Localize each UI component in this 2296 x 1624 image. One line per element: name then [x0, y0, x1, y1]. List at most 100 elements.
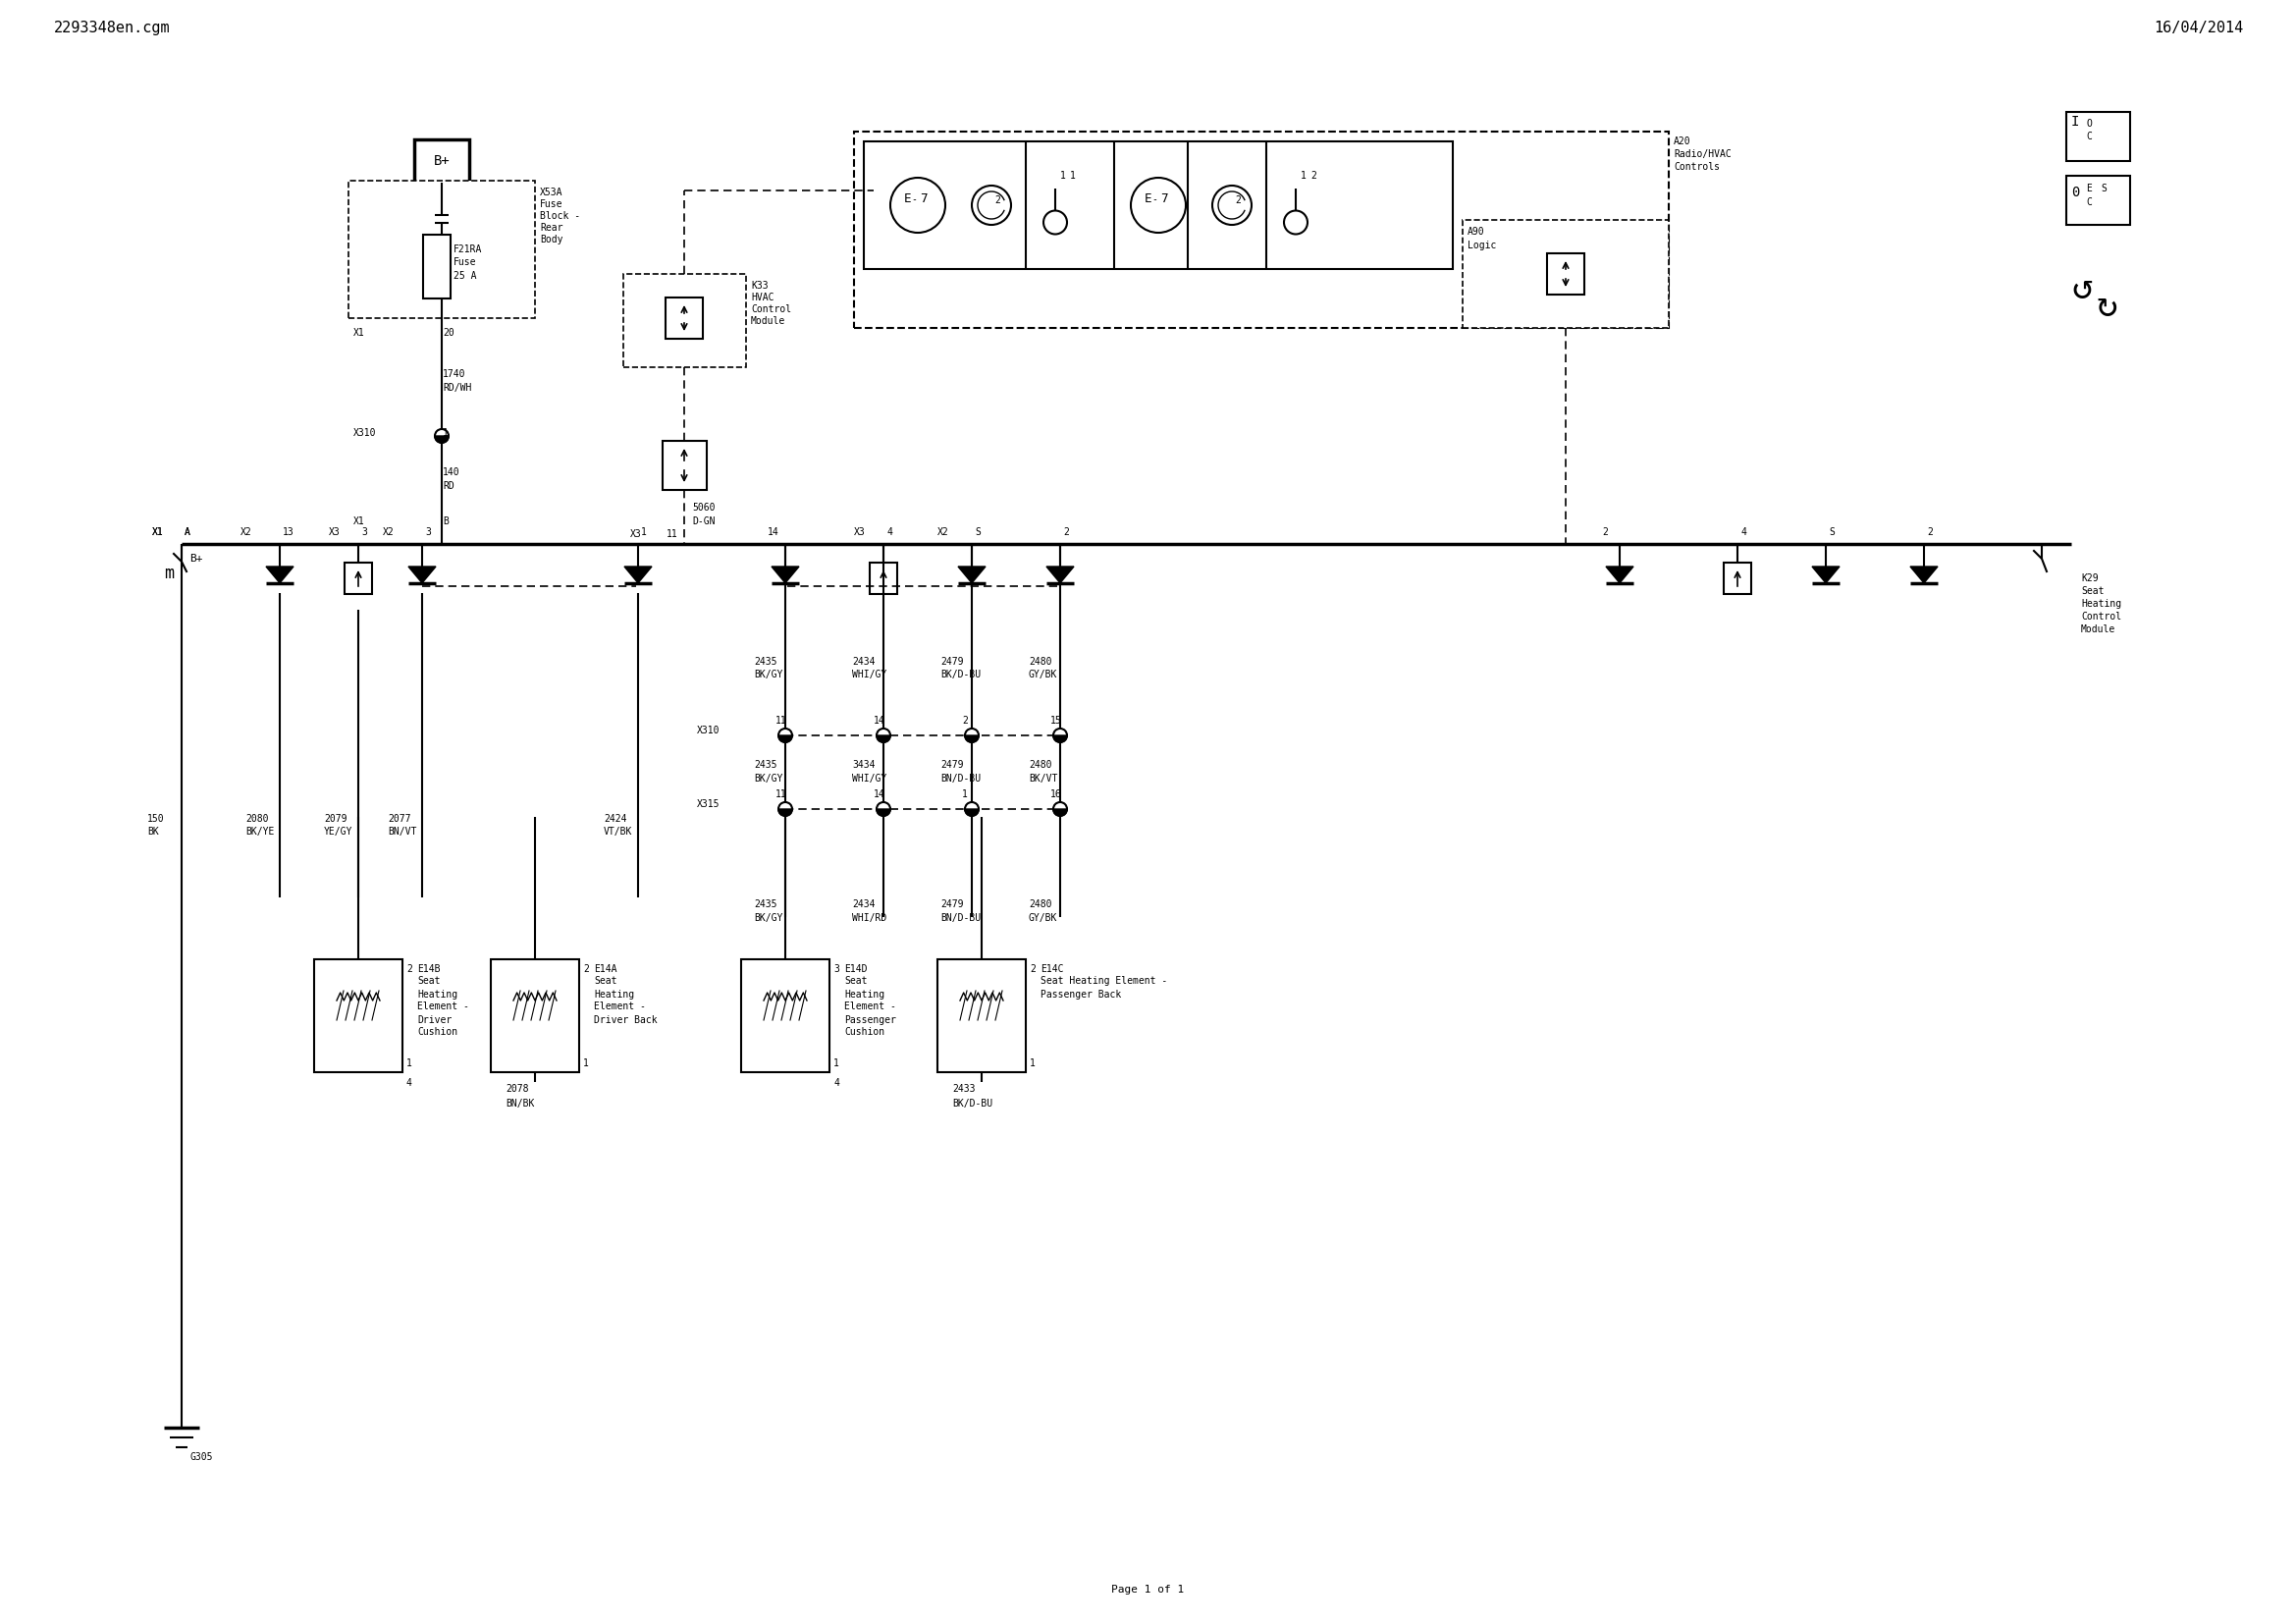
Text: E: E	[1146, 193, 1153, 206]
Text: Controls: Controls	[1674, 162, 1720, 172]
Text: E: E	[905, 193, 912, 206]
Text: 14: 14	[875, 789, 886, 799]
Text: 4: 4	[406, 1078, 413, 1088]
Text: 2293348en.cgm: 2293348en.cgm	[55, 21, 170, 36]
Text: 4: 4	[886, 528, 893, 538]
Text: E14A: E14A	[595, 963, 618, 973]
Text: 140: 140	[443, 468, 459, 477]
Text: 16/04/2014: 16/04/2014	[2154, 21, 2243, 36]
Polygon shape	[1054, 809, 1068, 815]
Circle shape	[964, 802, 978, 815]
Text: 14: 14	[875, 716, 886, 726]
Text: Heating: Heating	[418, 989, 457, 999]
Text: Logic: Logic	[1467, 240, 1497, 250]
Text: BN/D-BU: BN/D-BU	[941, 913, 980, 922]
Circle shape	[1132, 177, 1185, 232]
Text: 2: 2	[1926, 528, 1933, 538]
Text: 2424: 2424	[604, 814, 627, 823]
Text: S: S	[976, 528, 980, 538]
Text: 3434: 3434	[852, 760, 875, 770]
Polygon shape	[771, 567, 799, 583]
Text: 2433: 2433	[953, 1085, 976, 1095]
Text: 2435: 2435	[753, 760, 776, 770]
Text: X315: X315	[698, 799, 721, 809]
Text: Body: Body	[540, 234, 563, 245]
Text: 11: 11	[776, 789, 788, 799]
Text: 16: 16	[1049, 789, 1061, 799]
Text: 5060: 5060	[691, 502, 714, 512]
Text: 1: 1	[1300, 172, 1306, 182]
Bar	[1724, 562, 1752, 594]
Text: X1: X1	[152, 528, 163, 538]
Circle shape	[971, 185, 1010, 224]
Text: X1: X1	[152, 528, 163, 538]
Text: X3: X3	[854, 528, 866, 538]
Text: X310: X310	[698, 726, 721, 736]
Bar	[937, 958, 1026, 1072]
Text: E14B: E14B	[418, 963, 441, 973]
Text: 25 A: 25 A	[455, 271, 478, 281]
Polygon shape	[1047, 567, 1075, 583]
Circle shape	[1212, 185, 1251, 224]
Text: 4: 4	[1740, 528, 1747, 538]
Text: BN/VT: BN/VT	[388, 827, 416, 836]
Text: B: B	[443, 516, 448, 526]
Text: Control: Control	[751, 304, 792, 313]
Text: BK/YE: BK/YE	[246, 827, 273, 836]
Text: 2079: 2079	[324, 814, 347, 823]
Text: X53A: X53A	[540, 187, 563, 198]
Text: X310: X310	[354, 429, 377, 438]
Polygon shape	[877, 809, 891, 815]
Text: X1: X1	[354, 516, 365, 526]
Circle shape	[778, 802, 792, 815]
Text: 2435: 2435	[753, 900, 776, 909]
Text: 2: 2	[1029, 963, 1035, 973]
Text: ↻: ↻	[2096, 289, 2117, 323]
Circle shape	[1054, 802, 1068, 815]
Text: BK/GY: BK/GY	[753, 669, 783, 679]
Bar	[315, 958, 402, 1072]
Text: C: C	[2087, 132, 2092, 141]
Text: 1: 1	[962, 789, 967, 799]
Polygon shape	[778, 736, 792, 742]
Bar	[854, 132, 1669, 328]
Text: 20: 20	[443, 328, 455, 338]
Text: Cushion: Cushion	[418, 1028, 457, 1038]
Text: Seat: Seat	[2080, 586, 2103, 596]
Text: X3: X3	[328, 528, 340, 538]
Text: BN/D-BU: BN/D-BU	[941, 773, 980, 783]
Text: Module: Module	[751, 317, 785, 326]
Text: 2479: 2479	[941, 900, 964, 909]
Text: HVAC: HVAC	[751, 292, 774, 302]
Text: BK/GY: BK/GY	[753, 773, 783, 783]
Polygon shape	[778, 809, 792, 815]
Text: 3: 3	[425, 528, 432, 538]
Text: I: I	[2071, 115, 2080, 128]
Text: X2: X2	[383, 528, 395, 538]
Text: VT/BK: VT/BK	[604, 827, 631, 836]
Text: 2480: 2480	[1029, 760, 1052, 770]
Text: RD: RD	[443, 481, 455, 490]
Text: 2480: 2480	[1029, 656, 1052, 667]
Text: YE/GY: YE/GY	[324, 827, 354, 836]
Text: 2434: 2434	[852, 656, 875, 667]
Text: 1740: 1740	[443, 369, 466, 378]
Bar	[422, 234, 450, 299]
Text: E14D: E14D	[845, 963, 868, 973]
Text: 2480: 2480	[1029, 900, 1052, 909]
Circle shape	[778, 729, 792, 742]
Bar	[2066, 112, 2131, 161]
Text: BK/VT: BK/VT	[1029, 773, 1058, 783]
Text: O: O	[2087, 119, 2092, 128]
Bar	[661, 440, 707, 490]
Text: 2078: 2078	[505, 1085, 528, 1095]
Text: Radio/HVAC: Radio/HVAC	[1674, 149, 1731, 159]
Text: Heating: Heating	[845, 989, 884, 999]
Polygon shape	[1054, 736, 1068, 742]
Text: Fuse: Fuse	[540, 200, 563, 209]
Bar	[413, 140, 468, 182]
Text: RD/WH: RD/WH	[443, 383, 471, 393]
Text: BK/D-BU: BK/D-BU	[953, 1098, 992, 1108]
Text: Block -: Block -	[540, 211, 581, 221]
Polygon shape	[877, 736, 891, 742]
